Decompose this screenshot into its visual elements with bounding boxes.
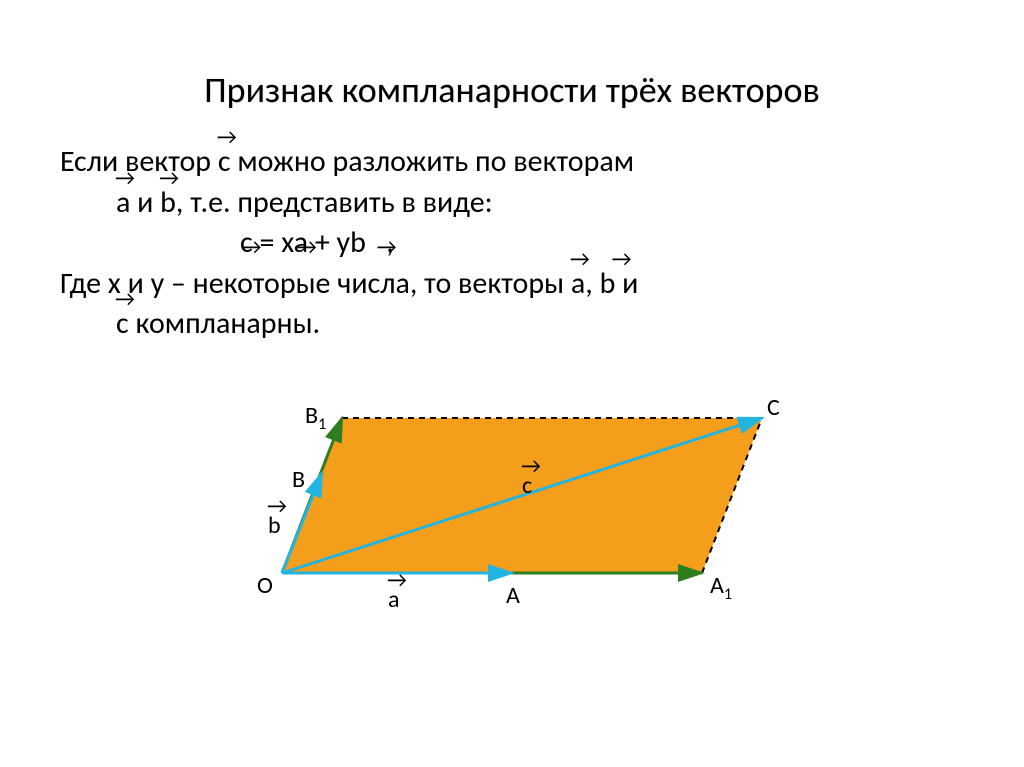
diagram-label-A: A: [506, 581, 520, 610]
diagram-label-B: B: [292, 465, 305, 494]
text-p2b: , т.е. представить в виде:: [176, 184, 493, 221]
text-p1a: Если вектор: [60, 143, 218, 180]
vector-c-inline2: →с: [116, 304, 129, 345]
vector-a-inline2: →а: [571, 264, 585, 305]
diagram-label-B1: B1: [305, 401, 326, 434]
text-p4a: компланарны.: [129, 305, 320, 342]
vector-diagram: O A A1 B B1 C →a →b →c: [212, 363, 812, 613]
diagram-label-A1: A1: [710, 571, 732, 604]
vector-b-inline: →b: [160, 183, 176, 224]
eq-plus: + y: [315, 224, 350, 261]
vector-a-inline: →а: [116, 183, 130, 224]
vector-c-inline: →с: [218, 142, 231, 183]
eq-eq: = x: [259, 224, 293, 261]
eq-b: b: [350, 224, 373, 261]
diagram-label-C: C: [767, 393, 780, 422]
diagram-label-c: →c: [522, 471, 532, 500]
page-title: Признак компланарности трёх векторов: [0, 0, 1024, 112]
text-p1b: можно разложить по векторам: [231, 143, 634, 180]
theorem-text: Если вектор →с можно разложить по вектор…: [0, 112, 1024, 345]
diagram-label-b: →b: [268, 511, 281, 540]
diagram-label-a: →a: [388, 585, 400, 614]
vector-b-inline2: →b: [600, 264, 616, 305]
diagram-label-O: O: [257, 571, 273, 600]
text-p3a: Где х и у – некоторые числа, то векторы: [60, 265, 571, 302]
